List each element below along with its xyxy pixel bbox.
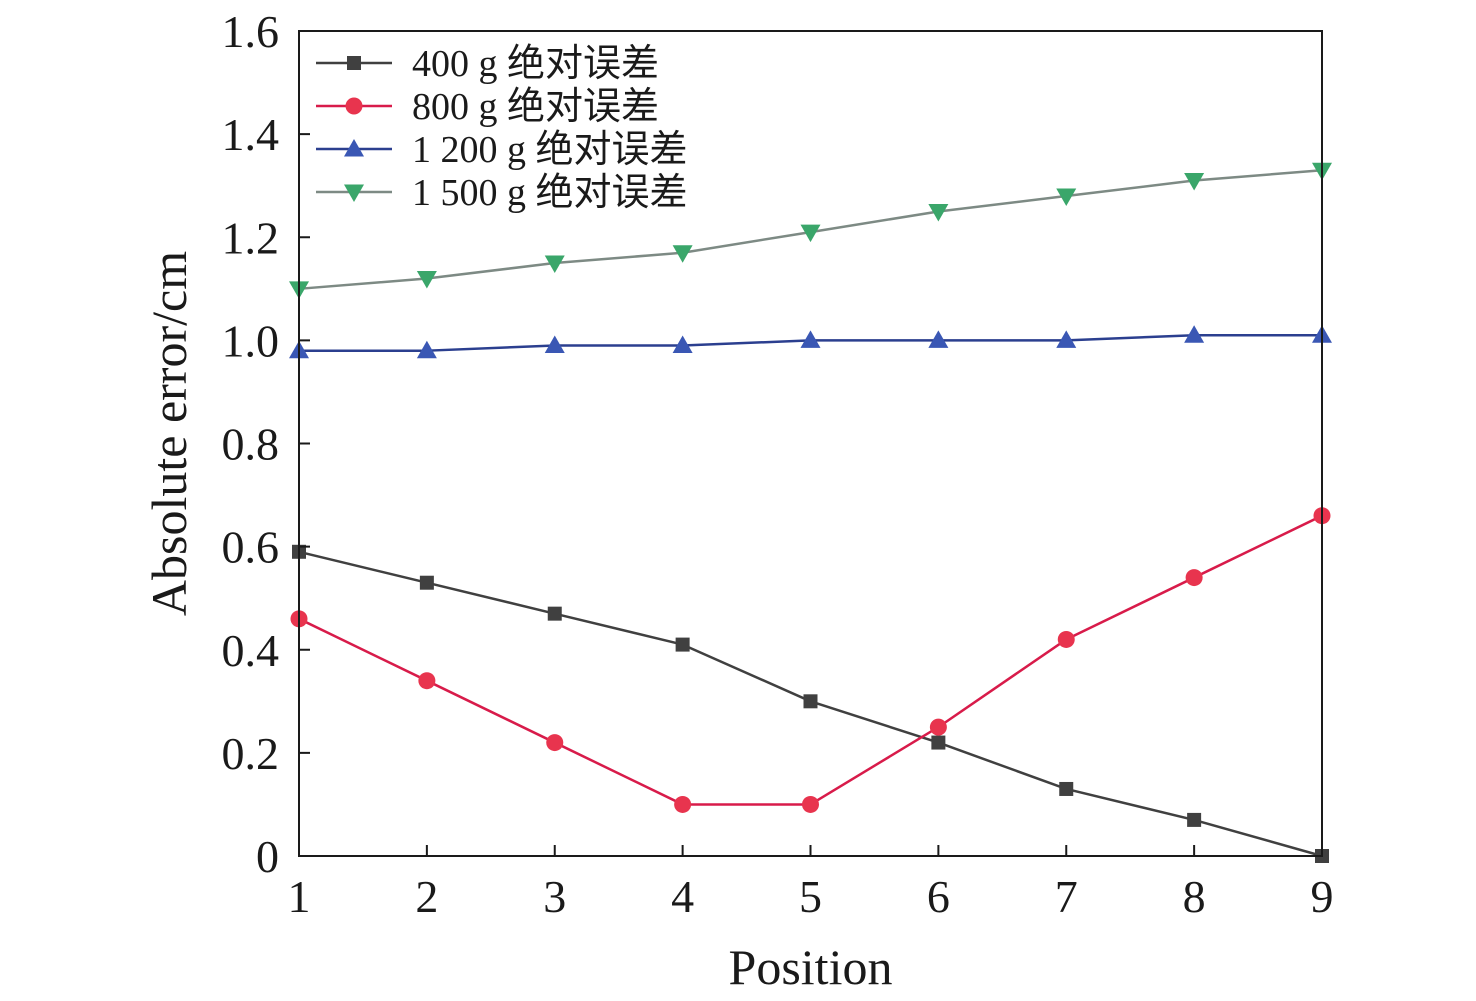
data-point [544, 335, 565, 354]
legend-item: 800 g 绝对误差 [316, 86, 659, 128]
y-tick-label: 0.4 [222, 625, 280, 676]
legend-item: 400 g 绝对误差 [316, 43, 659, 85]
data-point [675, 637, 690, 652]
data-point [547, 606, 562, 621]
data-point [803, 694, 818, 709]
x-tick-label: 3 [543, 871, 566, 922]
y-tick-label: 1.4 [222, 109, 280, 160]
series-group [290, 507, 1331, 813]
x-axis-title: Position [729, 939, 893, 995]
legend-marker [347, 56, 361, 70]
axis-layer: 1 2 3 4 5 6 7 8 9 0 0.2 0.4 0.6 0.8 1.0 1.2 1.4 1.6 [222, 6, 1334, 922]
data-point [1187, 812, 1202, 827]
data-point [800, 330, 821, 348]
data-point [802, 795, 819, 813]
data-point [672, 245, 693, 263]
legend-label: 1 500 g 绝对误差 [412, 172, 688, 214]
y-tick-label: 0 [256, 831, 279, 882]
x-tick-label: 9 [1311, 871, 1334, 922]
legend-item: 1 500 g 绝对误差 [316, 172, 688, 214]
y-tick-label: 1.2 [222, 212, 280, 263]
series-group [289, 162, 1332, 299]
data-point [931, 735, 946, 750]
data-point [1185, 569, 1203, 587]
data-point [546, 734, 564, 752]
data-point [928, 203, 949, 222]
data-point [800, 224, 821, 243]
legend-marker [344, 139, 364, 157]
data-point [1184, 325, 1205, 343]
series-group [292, 544, 1329, 863]
legend-label: 800 g 绝对误差 [412, 86, 659, 128]
series-group [289, 325, 1332, 359]
y-tick-label: 0.2 [222, 728, 280, 779]
data-point [418, 672, 436, 690]
data-point [928, 330, 949, 348]
x-tick-label: 6 [927, 871, 950, 922]
y-tick-label: 1.6 [222, 6, 280, 57]
legend-marker [344, 184, 364, 202]
data-point [672, 335, 693, 354]
x-tick-label: 5 [799, 871, 822, 922]
y-axis-title: Absolute error/cm [141, 251, 197, 616]
data-point [419, 575, 434, 590]
data-point [1059, 781, 1074, 796]
series-layer [289, 162, 1332, 863]
x-tick-label: 7 [1055, 871, 1078, 922]
x-tick-label: 4 [671, 871, 694, 922]
x-tick-label: 8 [1183, 871, 1206, 922]
y-tick-label: 0.6 [222, 522, 280, 573]
data-point [1056, 330, 1077, 348]
legend-label: 400 g 绝对误差 [412, 43, 659, 85]
data-point [1057, 630, 1075, 648]
x-tick-label: 1 [288, 871, 311, 922]
data-point [416, 340, 437, 359]
series-line [298, 514, 1323, 806]
legend-label: 1 200 g 绝对误差 [412, 129, 688, 171]
data-point [416, 271, 437, 289]
legend-marker [345, 97, 363, 115]
data-point [1184, 173, 1205, 191]
y-tick-label: 1.0 [222, 315, 280, 366]
data-point [1056, 188, 1077, 206]
data-point [929, 718, 947, 736]
data-point [674, 795, 692, 813]
legend-item: 1 200 g 绝对误差 [316, 129, 688, 171]
data-point [544, 255, 565, 274]
y-tick-label: 0.8 [222, 419, 280, 470]
x-tick-label: 2 [415, 871, 438, 922]
